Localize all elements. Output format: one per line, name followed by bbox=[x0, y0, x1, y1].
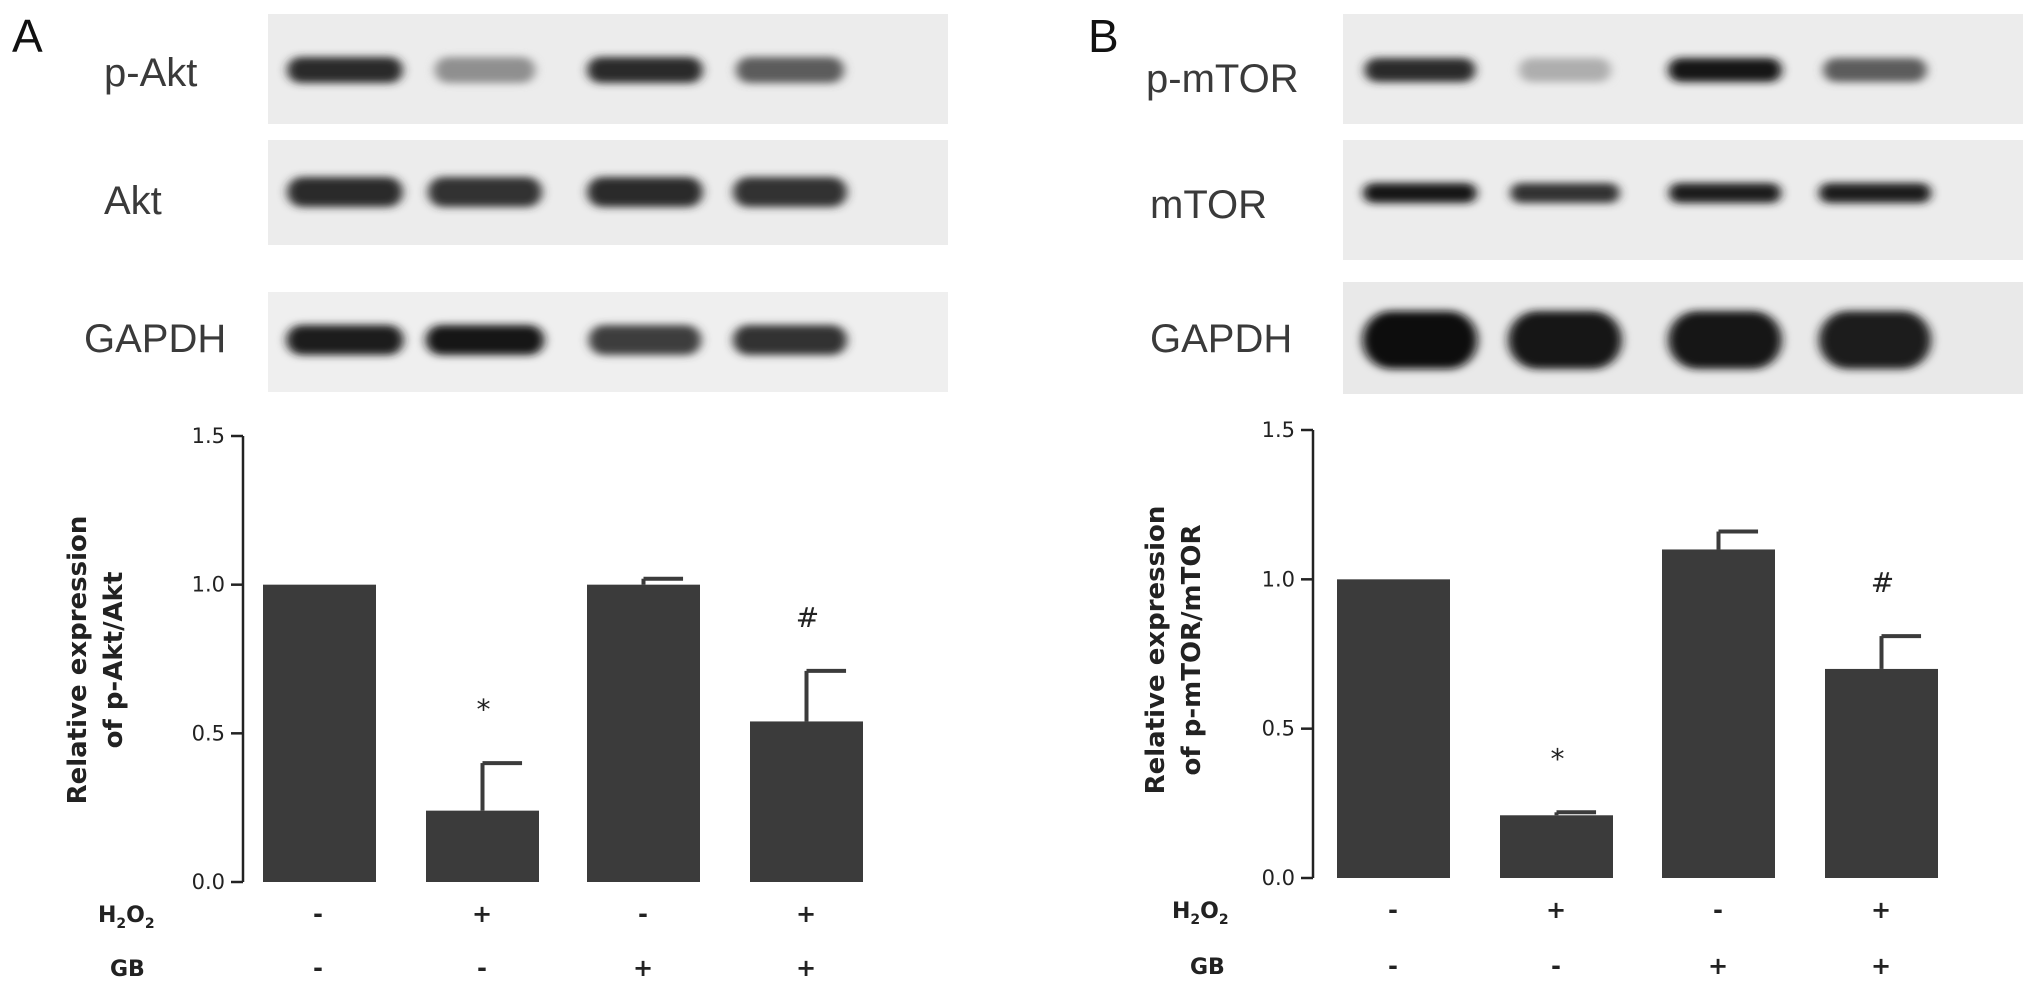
bar-b-4 bbox=[1825, 668, 1938, 878]
blot-band-gapdh-b-lane-1 bbox=[1362, 311, 1478, 369]
y-tick-label-b-2: 1.0 bbox=[1262, 567, 1295, 591]
y-tick-label-a-3: 1.5 bbox=[192, 424, 225, 448]
row-label-h2o2-a: H2O2 bbox=[98, 903, 155, 932]
panel-a-blots: p-Akt Akt GAPDH bbox=[84, 14, 948, 392]
h2o2-mark-b-2: + bbox=[1546, 896, 1566, 924]
gb-mark-b-3: + bbox=[1708, 952, 1728, 980]
bar-a-3 bbox=[587, 584, 700, 882]
panel-b-chart: 0.0 0.5 1.0 1.5 Relative expression of p-mT… bbox=[1141, 418, 1938, 890]
y-tick-label-a-2: 1.0 bbox=[192, 573, 225, 597]
blot-band-p-akt-a-lane-1 bbox=[287, 57, 403, 83]
y-axis-title-a-line1: Relative expression bbox=[63, 516, 93, 805]
y-axis-title-a-line2: of p-Akt/Akt bbox=[99, 572, 129, 749]
blot-band-gapdh-b-lane-4 bbox=[1818, 311, 1932, 369]
blot-label-akt: Akt bbox=[104, 179, 162, 223]
blot-label-p-mtor: p-mTOR bbox=[1146, 57, 1299, 101]
blot-band-p-mtor-b-lane-1 bbox=[1364, 58, 1476, 82]
bar-a-2 bbox=[426, 810, 539, 882]
blot-band-gapdh-b-lane-2 bbox=[1508, 311, 1622, 369]
h2o2-mark-b-4: + bbox=[1871, 896, 1891, 924]
blot-label-p-akt: p-Akt bbox=[104, 51, 197, 95]
blot-band-p-akt-a-lane-3 bbox=[587, 57, 703, 83]
blot-band-p-mtor-b-lane-4 bbox=[1823, 58, 1927, 82]
h2o2-mark-a-3: - bbox=[638, 900, 648, 928]
y-tick-label-a-0: 0.0 bbox=[192, 870, 225, 894]
panel-a: A p-Akt Akt GAPDH 0.0 0.5 1.0 1.5 Relative … bbox=[12, 10, 948, 982]
blot-band-akt-a-lane-2 bbox=[428, 177, 542, 207]
row-label-gb-a: GB bbox=[110, 957, 145, 982]
row-label-gb-b: GB bbox=[1190, 955, 1225, 980]
y-axis-title-b-line1: Relative expression bbox=[1141, 506, 1171, 795]
h2o2-mark-b-1: - bbox=[1388, 896, 1398, 924]
blot-band-p-akt-a-lane-4 bbox=[736, 57, 844, 83]
y-tick-label-a-1: 0.5 bbox=[192, 721, 225, 745]
blot-band-mtor-b-lane-4 bbox=[1818, 183, 1932, 203]
h2o2-mark-a-1: - bbox=[313, 900, 323, 928]
row-label-h2o2-b: H2O2 bbox=[1172, 899, 1229, 928]
significance-marker-b-4: # bbox=[1871, 566, 1894, 599]
bar-a-4 bbox=[750, 721, 863, 882]
h2o2-mark-a-4: + bbox=[796, 900, 816, 928]
panel-b-conditions: H2O2 GB - + - + - - + + bbox=[1172, 896, 1891, 980]
gb-mark-a-1: - bbox=[313, 954, 323, 982]
blot-band-p-mtor-b-lane-3 bbox=[1668, 58, 1782, 82]
panel-b-blots: p-mTOR mTOR GAPDH bbox=[1146, 14, 2023, 394]
gb-mark-a-3: + bbox=[633, 954, 653, 982]
significance-marker-a-4: # bbox=[796, 601, 819, 634]
h2o2-mark-a-2: + bbox=[472, 900, 492, 928]
gb-mark-a-2: - bbox=[477, 954, 487, 982]
blot-band-akt-a-lane-4 bbox=[733, 177, 847, 207]
y-tick-label-b-0: 0.0 bbox=[1262, 866, 1295, 890]
blot-band-gapdh-a-lane-4 bbox=[733, 325, 847, 355]
blot-band-akt-a-lane-1 bbox=[287, 177, 403, 207]
significance-marker-b-2: * bbox=[1551, 742, 1565, 775]
y-tick-label-b-1: 0.5 bbox=[1262, 717, 1295, 741]
blot-band-gapdh-a-lane-2 bbox=[425, 325, 545, 355]
panel-b: B p-mTOR mTOR GAPDH 0.0 0.5 1.0 1.5 Relativ… bbox=[1088, 10, 2023, 980]
significance-marker-a-2: * bbox=[477, 693, 491, 726]
panel-b-letter: B bbox=[1088, 10, 1119, 62]
blot-label-mtor: mTOR bbox=[1150, 183, 1267, 227]
panel-a-letter: A bbox=[12, 10, 43, 62]
gb-mark-b-4: + bbox=[1871, 952, 1891, 980]
blot-band-mtor-b-lane-1 bbox=[1363, 183, 1477, 203]
gb-mark-a-4: + bbox=[796, 954, 816, 982]
blot-band-gapdh-b-lane-3 bbox=[1668, 311, 1782, 369]
panel-a-chart: 0.0 0.5 1.0 1.5 Relative expression of p-Ak… bbox=[63, 424, 863, 894]
blot-label-gapdh-b: GAPDH bbox=[1150, 317, 1292, 361]
blot-band-mtor-b-lane-3 bbox=[1668, 183, 1782, 203]
blot-band-p-akt-a-lane-2 bbox=[434, 57, 536, 83]
bar-b-1 bbox=[1337, 579, 1450, 878]
gb-mark-b-1: - bbox=[1388, 952, 1398, 980]
y-tick-label-b-3: 1.5 bbox=[1262, 418, 1295, 442]
blot-band-p-mtor-b-lane-2 bbox=[1519, 58, 1611, 82]
blot-band-akt-a-lane-3 bbox=[587, 177, 703, 207]
blot-band-gapdh-a-lane-3 bbox=[588, 325, 702, 355]
bar-b-3 bbox=[1662, 549, 1775, 878]
blot-band-gapdh-a-lane-1 bbox=[286, 325, 404, 355]
y-axis-title-b-line2: of p-mTOR/mTOR bbox=[1177, 524, 1207, 775]
bar-b-2 bbox=[1500, 815, 1613, 878]
h2o2-mark-b-3: - bbox=[1713, 896, 1723, 924]
bar-a-1 bbox=[263, 584, 376, 882]
blot-label-gapdh-a: GAPDH bbox=[84, 317, 226, 361]
gb-mark-b-2: - bbox=[1551, 952, 1561, 980]
blot-band-mtor-b-lane-2 bbox=[1510, 183, 1620, 203]
panel-a-conditions: H2O2 GB - + - + - - + + bbox=[98, 900, 816, 982]
